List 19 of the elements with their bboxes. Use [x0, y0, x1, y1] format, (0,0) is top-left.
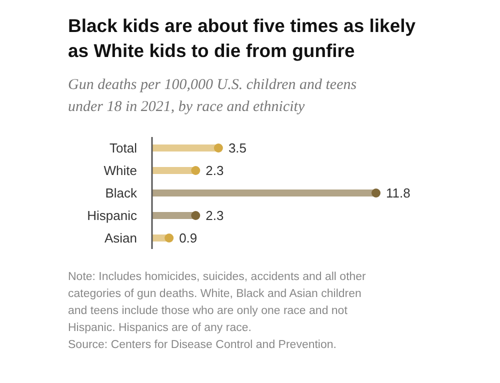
- data-label: 0.9: [179, 230, 198, 246]
- chart-subtitle: Gun deaths per 100,000 U.S. children and teens under 18 in 2021, by race and ethnicity: [68, 77, 357, 115]
- chart-title: Black kids are about five times as likely as White kids to die from gunfire: [68, 15, 416, 61]
- source-note: Source: Centers for Disease Control and Prevention.: [68, 339, 336, 351]
- point: [164, 234, 174, 242]
- y-tick-label: Black: [105, 186, 138, 201]
- data-label: 11.8: [386, 186, 410, 201]
- y-tick-label: White: [104, 163, 137, 178]
- y-tick-label: Total: [110, 140, 138, 156]
- y-tick-label: Hispanic: [87, 208, 138, 224]
- point: [372, 188, 380, 198]
- point: [191, 166, 200, 175]
- point: [191, 211, 200, 220]
- text: Note: Includes homicides, suicides, accidents and all other categories of gun deaths. White, Black and Asian children and teens include those who are only one race and not Hispanic. Hispanics are of any race.: [68, 271, 366, 334]
- point: [214, 144, 223, 152]
- y-tick-label: Asian: [104, 230, 137, 246]
- data-label: 2.3: [206, 163, 224, 178]
- data-label: 2.3: [206, 208, 224, 224]
- data-label: 3.5: [228, 140, 247, 156]
